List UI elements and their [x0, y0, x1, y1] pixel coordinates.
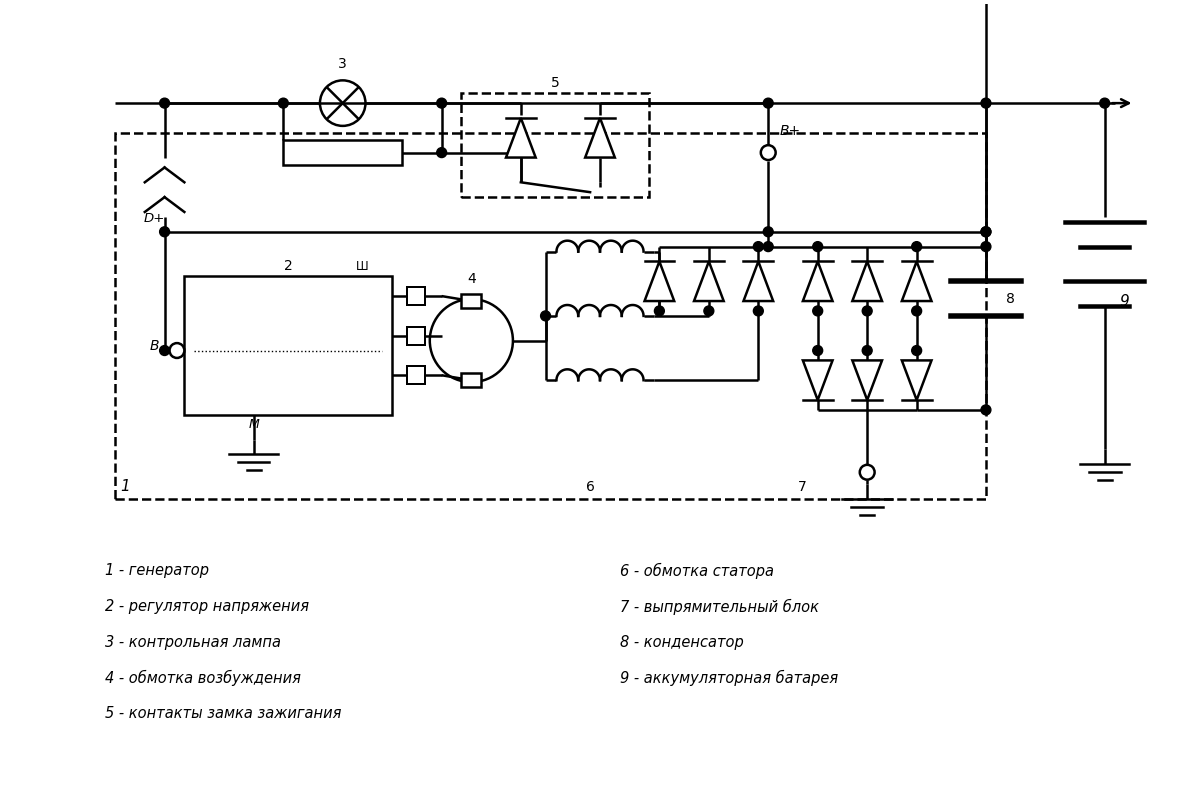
Text: В: В — [150, 338, 160, 353]
Text: Ш: Ш — [356, 260, 368, 274]
Polygon shape — [744, 262, 773, 301]
Text: 2 - регулятор напряжения: 2 - регулятор напряжения — [106, 599, 310, 614]
Text: 4 - обмотка возбуждения: 4 - обмотка возбуждения — [106, 670, 301, 686]
Circle shape — [912, 346, 922, 355]
Polygon shape — [902, 262, 931, 301]
Text: 1 - генератор: 1 - генератор — [106, 563, 209, 578]
Circle shape — [980, 227, 991, 237]
Circle shape — [980, 242, 991, 251]
Polygon shape — [506, 118, 535, 158]
Text: 9: 9 — [1120, 294, 1129, 309]
Circle shape — [763, 227, 773, 237]
Text: 6 - обмотка статора: 6 - обмотка статора — [619, 563, 774, 579]
Circle shape — [859, 465, 875, 480]
Circle shape — [754, 242, 763, 251]
Circle shape — [654, 306, 665, 316]
Text: 2: 2 — [284, 259, 293, 274]
Circle shape — [541, 311, 551, 321]
Polygon shape — [803, 361, 833, 400]
Circle shape — [980, 98, 991, 108]
Circle shape — [980, 227, 991, 237]
Text: B+: B+ — [780, 124, 802, 138]
Circle shape — [863, 346, 872, 355]
Text: 6: 6 — [586, 480, 594, 494]
Circle shape — [160, 98, 169, 108]
Bar — [462, 374, 481, 387]
Text: 3 - контрольная лампа: 3 - контрольная лампа — [106, 634, 281, 650]
Text: 1: 1 — [120, 479, 130, 494]
Circle shape — [812, 242, 823, 251]
Text: 5 - контакты замка зажигания: 5 - контакты замка зажигания — [106, 706, 342, 721]
Text: М: М — [248, 418, 259, 431]
Circle shape — [160, 346, 169, 355]
Polygon shape — [902, 361, 931, 400]
Bar — [462, 294, 481, 308]
Circle shape — [437, 98, 446, 108]
Circle shape — [169, 343, 185, 358]
Circle shape — [812, 346, 823, 355]
Circle shape — [761, 145, 775, 160]
Text: D+: D+ — [144, 212, 166, 225]
Polygon shape — [644, 262, 674, 301]
Polygon shape — [803, 262, 833, 301]
Bar — [462, 94, 649, 197]
Circle shape — [763, 98, 773, 108]
Bar — [407, 326, 425, 345]
Bar — [283, 140, 402, 165]
Text: 4: 4 — [467, 272, 475, 286]
Circle shape — [912, 306, 922, 316]
Text: 7: 7 — [798, 480, 806, 494]
Circle shape — [980, 405, 991, 415]
Text: 5: 5 — [551, 76, 560, 90]
Bar — [185, 276, 392, 415]
Circle shape — [160, 227, 169, 237]
Bar — [407, 366, 425, 384]
Circle shape — [763, 242, 773, 251]
Circle shape — [704, 306, 714, 316]
Circle shape — [278, 98, 288, 108]
Circle shape — [812, 306, 823, 316]
Polygon shape — [852, 361, 882, 400]
Text: 7 - выпрямительный блок: 7 - выпрямительный блок — [619, 599, 818, 615]
Polygon shape — [586, 118, 614, 158]
Circle shape — [1099, 98, 1110, 108]
Polygon shape — [852, 262, 882, 301]
Text: 8: 8 — [1006, 291, 1015, 306]
Circle shape — [863, 306, 872, 316]
Text: 3: 3 — [338, 58, 347, 71]
Text: 9 - аккумуляторная батарея: 9 - аккумуляторная батарея — [619, 670, 838, 686]
Text: 8 - конденсатор: 8 - конденсатор — [619, 634, 744, 650]
Bar — [407, 287, 425, 305]
Polygon shape — [694, 262, 724, 301]
Bar — [115, 133, 986, 499]
Circle shape — [912, 242, 922, 251]
Circle shape — [437, 148, 446, 158]
Circle shape — [754, 306, 763, 316]
